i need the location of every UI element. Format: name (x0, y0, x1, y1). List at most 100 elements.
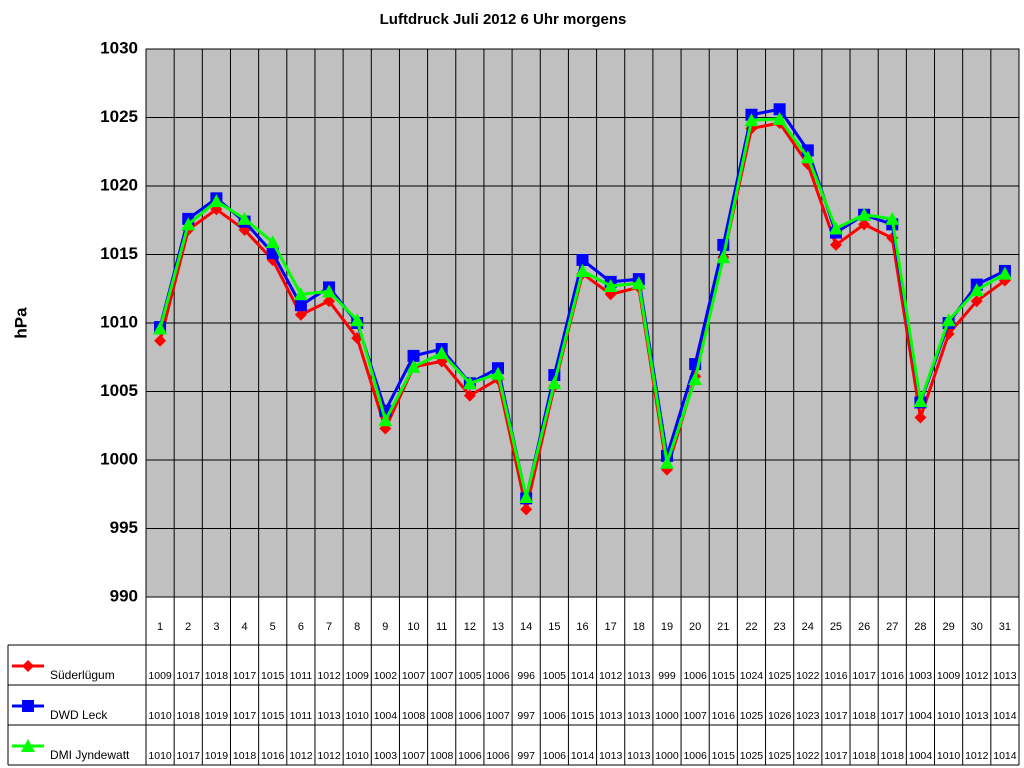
table-value: 1019 (205, 750, 229, 762)
legend-marker (22, 700, 34, 712)
table-value: 1013 (993, 670, 1017, 682)
table-value: 1025 (740, 710, 764, 722)
data-point (688, 372, 703, 386)
table-value: 1010 (148, 710, 172, 722)
table-value: 1008 (430, 710, 454, 722)
table-value: 1011 (290, 710, 313, 722)
x-tick-label: 30 (971, 621, 983, 633)
data-point (237, 211, 252, 225)
x-tick-label: 16 (576, 621, 588, 633)
data-point (463, 389, 476, 402)
table-value: 1018 (881, 750, 905, 762)
y-tick-label: 1005 (100, 381, 138, 400)
data-point (462, 376, 477, 390)
table-value: 1017 (824, 750, 848, 762)
table-value: 1012 (289, 750, 313, 762)
y-axis-label: hPa (11, 307, 30, 339)
data-point (659, 455, 674, 469)
x-tick-label: 29 (942, 621, 954, 633)
x-tick-label: 4 (242, 621, 248, 633)
data-point (970, 295, 983, 308)
y-tick-label: 990 (110, 586, 138, 605)
table-value: 1014 (993, 710, 1017, 722)
table-value: 1017 (177, 670, 201, 682)
data-point (406, 359, 421, 373)
table-value: 1008 (430, 750, 454, 762)
data-point (576, 253, 589, 266)
y-tick-label: 1010 (100, 312, 138, 331)
table-value: 1006 (486, 750, 510, 762)
x-tick-label: 11 (436, 621, 447, 633)
data-point (744, 113, 759, 127)
data-point (547, 376, 562, 390)
data-point (407, 349, 420, 362)
table-value: 1006 (543, 710, 567, 722)
table-value: 1015 (261, 670, 285, 682)
data-point (885, 211, 900, 225)
table-value: 1017 (177, 750, 201, 762)
data-point (491, 366, 506, 380)
table-value: 1015 (712, 750, 736, 762)
data-point (294, 308, 307, 321)
x-tick-label: 2 (185, 621, 191, 633)
table-value: 1008 (402, 710, 426, 722)
x-tick-label: 1 (157, 621, 163, 633)
table-value: 1018 (233, 750, 257, 762)
table-value: 1015 (261, 710, 285, 722)
table-value: 1010 (937, 750, 961, 762)
x-tick-label: 27 (886, 621, 898, 633)
legend-label: DWD Leck (50, 708, 108, 722)
table-value: 1025 (768, 670, 792, 682)
data-point (181, 217, 196, 231)
table-value: 1004 (909, 710, 933, 722)
table-value: 1009 (937, 670, 961, 682)
data-point (434, 346, 449, 360)
x-tick-label: 6 (298, 621, 304, 633)
table-value: 1017 (852, 670, 876, 682)
table-value: 1024 (740, 670, 764, 682)
data-point (857, 207, 872, 221)
table-value: 1000 (655, 710, 679, 722)
table-value: 1000 (655, 750, 679, 762)
table-value: 1013 (627, 750, 651, 762)
table-value: 1004 (909, 750, 933, 762)
data-point (773, 103, 786, 116)
data-point (322, 284, 337, 298)
table-value: 1018 (177, 710, 201, 722)
table-value: 1022 (796, 670, 820, 682)
table-value: 1006 (543, 750, 567, 762)
x-tick-label: 7 (326, 621, 332, 633)
table-value: 1012 (965, 750, 989, 762)
table-value: 1022 (796, 750, 820, 762)
data-point (323, 295, 336, 308)
table-value: 1003 (909, 670, 933, 682)
table-value: 1013 (965, 710, 989, 722)
data-point (294, 299, 307, 312)
x-tick-label: 10 (407, 621, 419, 633)
data-point (829, 238, 842, 251)
table-value: 1007 (486, 710, 510, 722)
table-value: 1007 (402, 750, 426, 762)
x-tick-label: 3 (213, 621, 219, 633)
table-value: 999 (658, 670, 676, 682)
table-value: 1004 (374, 710, 398, 722)
x-tick-label: 9 (382, 621, 388, 633)
table-value: 1013 (599, 750, 623, 762)
table-value: 1012 (317, 670, 341, 682)
y-tick-label: 1030 (100, 38, 138, 57)
x-tick-label: 21 (717, 621, 729, 633)
table-value: 1014 (993, 750, 1017, 762)
y-tick-label: 1025 (100, 107, 138, 126)
table-value: 1007 (402, 670, 426, 682)
x-tick-label: 24 (802, 621, 814, 633)
data-point (631, 276, 646, 290)
data-point (153, 321, 168, 335)
x-tick-label: 12 (464, 621, 476, 633)
table-value: 1009 (148, 670, 172, 682)
table-value: 1019 (205, 710, 229, 722)
data-point (997, 266, 1012, 280)
data-point (772, 111, 787, 125)
table-value: 997 (517, 710, 535, 722)
data-point (154, 334, 167, 347)
